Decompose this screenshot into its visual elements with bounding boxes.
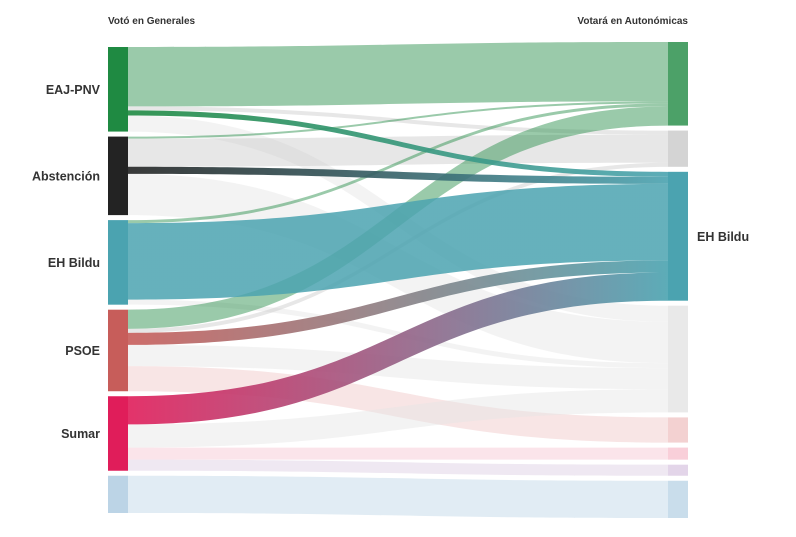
flow-Sumar-to-Purple xyxy=(128,459,668,476)
flow-Abstención-to-EH Bildu xyxy=(128,166,668,184)
source-label-EH Bildu: EH Bildu xyxy=(48,256,100,270)
right-header: Votará en Autonómicas xyxy=(577,16,688,27)
source-label-Sumar: Sumar xyxy=(61,427,100,441)
flow-PSOE-to-EH Bildu xyxy=(128,260,668,345)
left-header: Votó en Generales xyxy=(108,16,196,27)
flow-EAJ-PNV-to-EH Bildu xyxy=(128,110,668,177)
source-label-EAJ-PNV: EAJ-PNV xyxy=(46,83,101,97)
source-node-EH Bildu xyxy=(108,220,128,305)
flow-Abstención-to-EAJ-PNV xyxy=(128,101,668,139)
flow-EH Bildu-to-Otros2 xyxy=(128,299,668,369)
source-node-PSOE xyxy=(108,309,128,392)
flow-Sumar-to-Sumar xyxy=(128,447,668,460)
target-node-PSOE xyxy=(668,417,688,443)
flow-PSOE-to-Otros2 xyxy=(128,344,668,390)
target-node-Purple xyxy=(668,464,688,476)
source-node-Abstención xyxy=(108,136,128,216)
nodes-layer xyxy=(108,42,688,518)
target-node-EH Bildu xyxy=(668,171,688,301)
target-node-Sumar xyxy=(668,447,688,460)
flow-EAJ-PNV-to-Abstención xyxy=(128,106,668,135)
source-node-Sumar xyxy=(108,396,128,471)
flow-EH Bildu-to-EAJ-PNV xyxy=(128,103,668,224)
flow-Otros-to-Otros xyxy=(128,475,668,518)
flow-Abstención-to-Abstención xyxy=(128,134,668,167)
source-label-Abstención: Abstención xyxy=(32,169,100,183)
flow-Sumar-to-Otros2 xyxy=(128,389,668,448)
flow-Sumar-to-EH Bildu xyxy=(128,272,668,425)
target-node-Otros2 xyxy=(668,305,688,413)
flows-layer xyxy=(128,42,668,518)
target-label-EH Bildu: EH Bildu xyxy=(697,230,749,244)
source-label-PSOE: PSOE xyxy=(65,344,100,358)
flow-EH Bildu-to-EH Bildu xyxy=(128,183,668,300)
target-node-Abstención xyxy=(668,130,688,167)
source-node-EAJ-PNV xyxy=(108,47,128,132)
labels-layer: EAJ-PNV Abstención EH Bildu PSOE Sumar EH Bil… xyxy=(32,83,749,441)
flow-EAJ-PNV-to-EAJ-PNV xyxy=(128,42,668,107)
target-node-EAJ-PNV xyxy=(668,42,688,126)
source-node-Otros xyxy=(108,475,128,513)
target-node-Otros xyxy=(668,480,688,518)
